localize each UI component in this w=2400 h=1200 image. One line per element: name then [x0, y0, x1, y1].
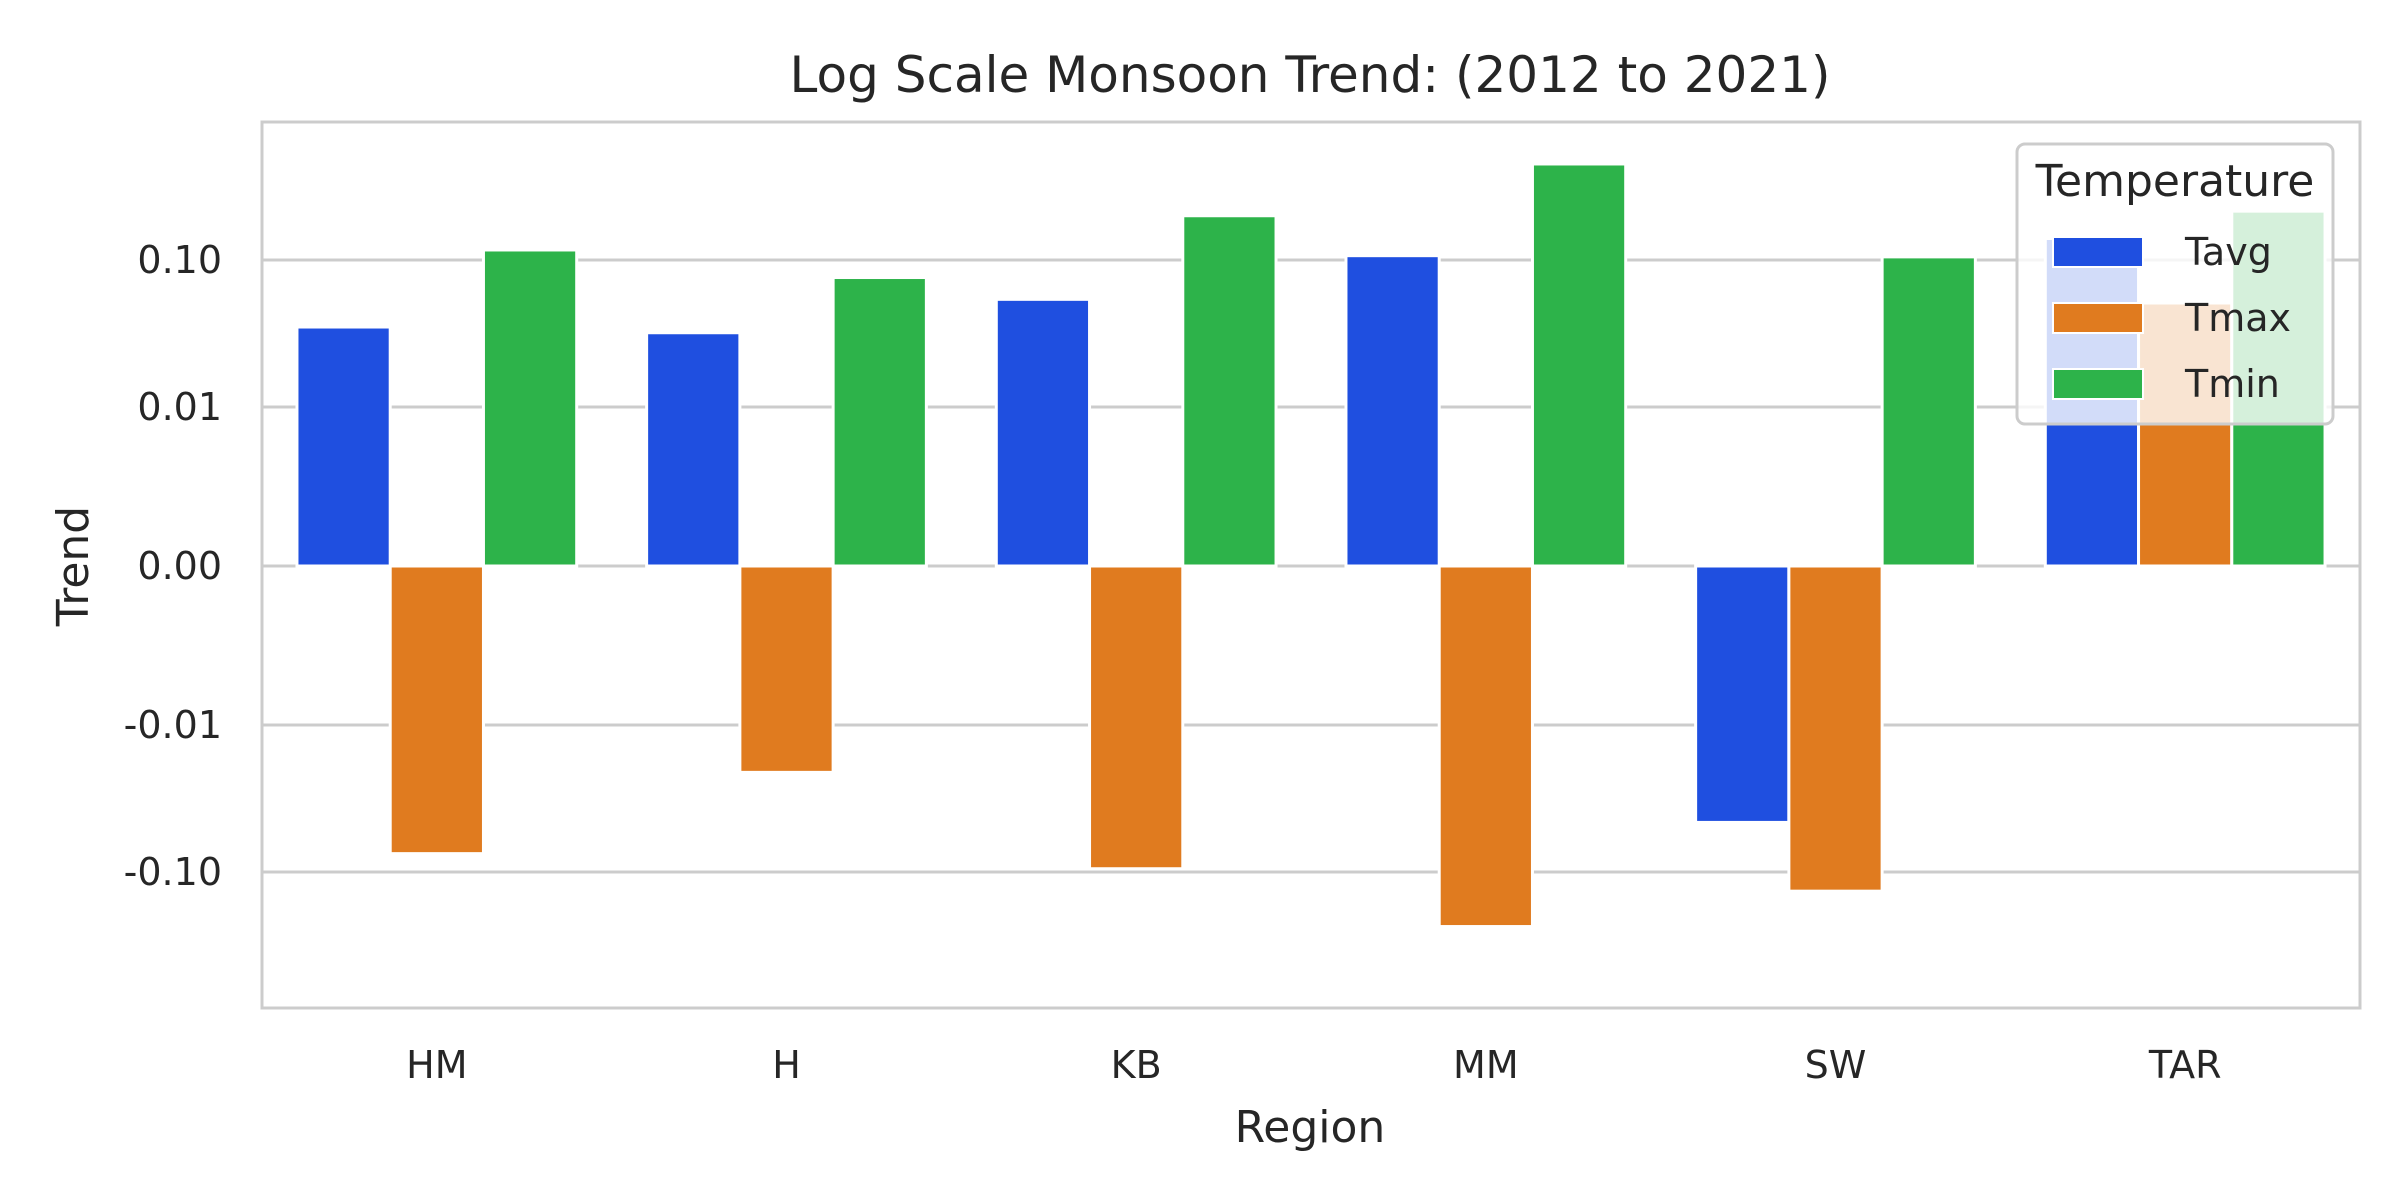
bar-tmin-hm — [481, 248, 579, 568]
legend-label-tavg: Tavg — [2184, 230, 2272, 274]
plot-frame — [260, 120, 2362, 1010]
x-tick-label: TAR — [2148, 1043, 2222, 1087]
x-axis-label: Region — [1235, 1102, 1386, 1153]
chart-title: Log Scale Monsoon Trend: (2012 to 2021) — [790, 46, 1831, 104]
grid-lines — [262, 258, 2360, 874]
legend-swatch-tavg — [2052, 236, 2144, 268]
bar-tmin-kb — [1181, 214, 1278, 568]
y-axis-label: Trend — [48, 506, 99, 627]
y-tick-label: 0.01 — [137, 385, 222, 429]
bar-tmin-mm — [1530, 162, 1628, 568]
legend-title: Temperature — [2035, 156, 2315, 207]
y-tick-label: 0.10 — [137, 238, 222, 282]
legend-swatch-tmax — [2052, 302, 2144, 334]
legend-swatch-tmin — [2052, 368, 2144, 400]
bar-tavg-mm — [1344, 254, 1441, 568]
bar-tmax-kb — [1088, 564, 1185, 871]
x-tick-label: MM — [1453, 1043, 1519, 1087]
x-tick-label: SW — [1805, 1043, 1867, 1087]
x-tick-label: HM — [406, 1043, 467, 1087]
legend-box — [2015, 142, 2335, 426]
x-tick-labels: HM H KB MM SW TAR — [406, 1043, 2221, 1087]
bar-tmax-hm — [388, 564, 485, 856]
legend: Temperature Tavg Tmax Tmin — [2015, 142, 2335, 426]
legend-label-tmax: Tmax — [2184, 296, 2291, 340]
bar-tavg-hm — [295, 325, 392, 568]
bar-tavg-sw — [1694, 564, 1791, 824]
x-tick-label: H — [772, 1043, 801, 1087]
x-tick-label: KB — [1111, 1043, 1162, 1087]
bar-tmin-h — [831, 276, 928, 568]
bar-tmax-sw — [1787, 564, 1884, 893]
legend-entries: Tavg Tmax Tmin — [2052, 230, 2291, 406]
bar-tavg-kb — [994, 297, 1092, 568]
legend-label-tmin: Tmin — [2184, 362, 2280, 406]
y-tick-label: -0.01 — [124, 703, 222, 747]
bar-tmax-h — [738, 564, 835, 774]
y-tick-label: 0.00 — [137, 544, 222, 588]
bar-tavg-h — [645, 331, 742, 568]
y-tick-labels: -0.10 -0.01 0.00 0.01 0.10 — [124, 238, 222, 894]
y-tick-label: -0.10 — [124, 850, 222, 894]
bar-tmin-sw — [1880, 255, 1977, 568]
bar-tmax-mm — [1437, 564, 1534, 929]
